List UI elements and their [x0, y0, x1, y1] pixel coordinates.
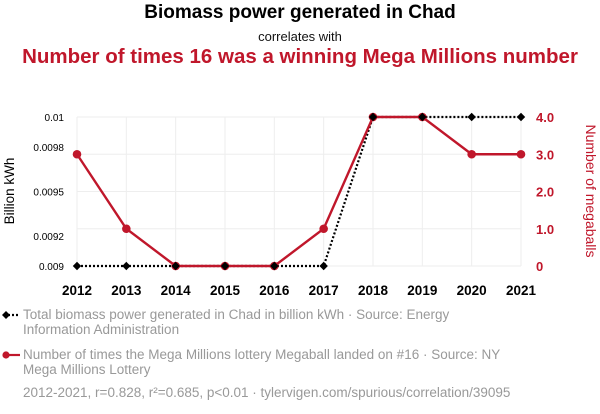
series2-point — [516, 149, 526, 159]
series1-point — [72, 261, 82, 271]
chart-connector: correlates with — [258, 29, 342, 44]
y-axis-label-left: Billion kWh — [2, 158, 17, 225]
y-tick-left: 0.01 — [45, 113, 65, 124]
legend-marker-series1 — [2, 311, 20, 319]
series2-point — [122, 224, 131, 234]
x-tick-label: 2012 — [62, 283, 92, 298]
chart-title: Biomass power generated in Chad — [144, 2, 456, 23]
series1-point — [171, 261, 180, 271]
x-tick-label: 2017 — [309, 283, 339, 298]
grid-lines — [76, 116, 522, 267]
y-axis-label-right: Number of megaballs — [583, 124, 599, 257]
chart-subtitle: Number of times 16 was a winning Mega Mi… — [22, 45, 578, 68]
series1-point — [368, 112, 378, 122]
series2-point — [72, 149, 82, 159]
series1-point — [467, 112, 476, 122]
series-layer — [72, 112, 526, 271]
series1-point — [319, 261, 328, 271]
series1-point — [418, 112, 427, 122]
y-tick-left: 0.009 — [39, 262, 64, 273]
legend-marker-series2 — [2, 351, 20, 359]
series1-line — [77, 115, 521, 268]
x-tick-label: 2018 — [358, 283, 389, 298]
series2-point — [319, 224, 328, 234]
series2-point — [467, 149, 476, 159]
x-tick-label: 2019 — [407, 283, 437, 298]
left-axis-ticks: 0.009 0.0092 0.0095 0.0098 0.01 — [33, 113, 64, 273]
x-tick-label: 2021 — [506, 283, 537, 298]
x-tick-label: 2015 — [210, 283, 241, 298]
y-tick-right: 2.0 — [536, 185, 554, 200]
y-tick-right: 3.0 — [536, 147, 554, 162]
x-axis-ticks: 2012 2013 2014 2015 2016 2017 2018 2019 2020 2021 — [62, 283, 537, 298]
legend-series1: Total biomass power generated in Chad in… — [23, 307, 450, 337]
y-tick-left: 0.0095 — [33, 188, 64, 199]
legend-series2: Number of times the Mega Millions lotter… — [23, 347, 500, 377]
series1-point — [122, 261, 131, 271]
right-axis-ticks: 0 1.0 2.0 3.0 4.0 — [536, 110, 554, 274]
footer-stats: 2012-2021, r=0.828, r²=0.685, p<0.01 · t… — [23, 385, 511, 400]
x-tick-label: 2013 — [111, 283, 142, 298]
series2-line — [75, 115, 521, 268]
y-tick-right: 1.0 — [536, 222, 554, 237]
y-tick-right: 4.0 — [536, 110, 554, 125]
x-tick-label: 2016 — [259, 283, 290, 298]
series1-point — [516, 112, 526, 122]
series1-point — [220, 261, 230, 271]
x-tick-label: 2020 — [457, 283, 487, 298]
series1-point — [270, 261, 279, 271]
y-tick-left: 0.0092 — [33, 232, 64, 243]
y-tick-left: 0.0098 — [33, 143, 64, 154]
x-tick-label: 2014 — [161, 283, 192, 298]
y-tick-right: 0 — [536, 259, 543, 274]
